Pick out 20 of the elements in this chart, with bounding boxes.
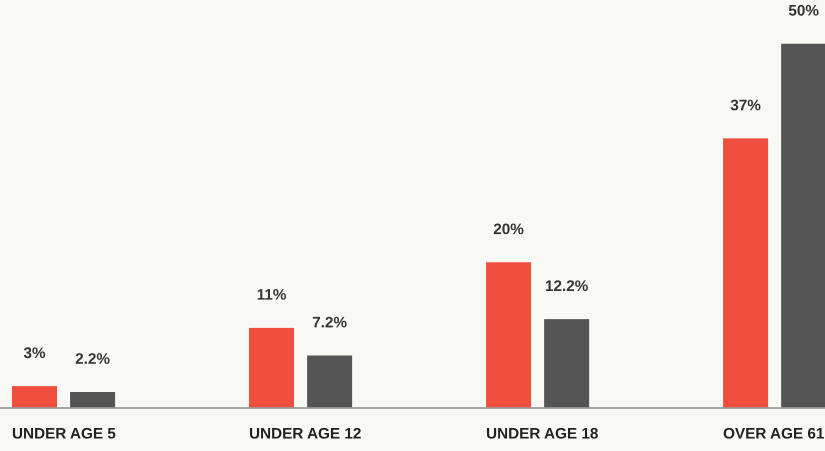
bar <box>781 44 825 408</box>
bar <box>249 328 294 408</box>
data-label: 3% <box>24 347 46 358</box>
bar <box>307 356 352 408</box>
data-label: 37% <box>730 100 760 110</box>
bar <box>544 319 590 408</box>
x-tick-label: UNDER AGE 5 <box>12 428 116 439</box>
data-label: 12.2% <box>546 280 588 292</box>
data-label: 7.2% <box>312 316 347 328</box>
data-label: 2.2% <box>76 353 110 364</box>
data-label: 50% <box>788 4 819 16</box>
bar <box>70 392 116 408</box>
bar <box>486 262 532 408</box>
bar <box>12 386 58 408</box>
data-label: 20% <box>494 223 524 234</box>
data-label: 11% <box>258 289 286 300</box>
bar <box>723 138 768 408</box>
x-tick-label: UNDER AGE 12 <box>250 428 361 439</box>
x-tick-label: UNDER AGE 18 <box>486 428 598 439</box>
x-tick-label: OVER AGE 61 <box>724 428 824 439</box>
